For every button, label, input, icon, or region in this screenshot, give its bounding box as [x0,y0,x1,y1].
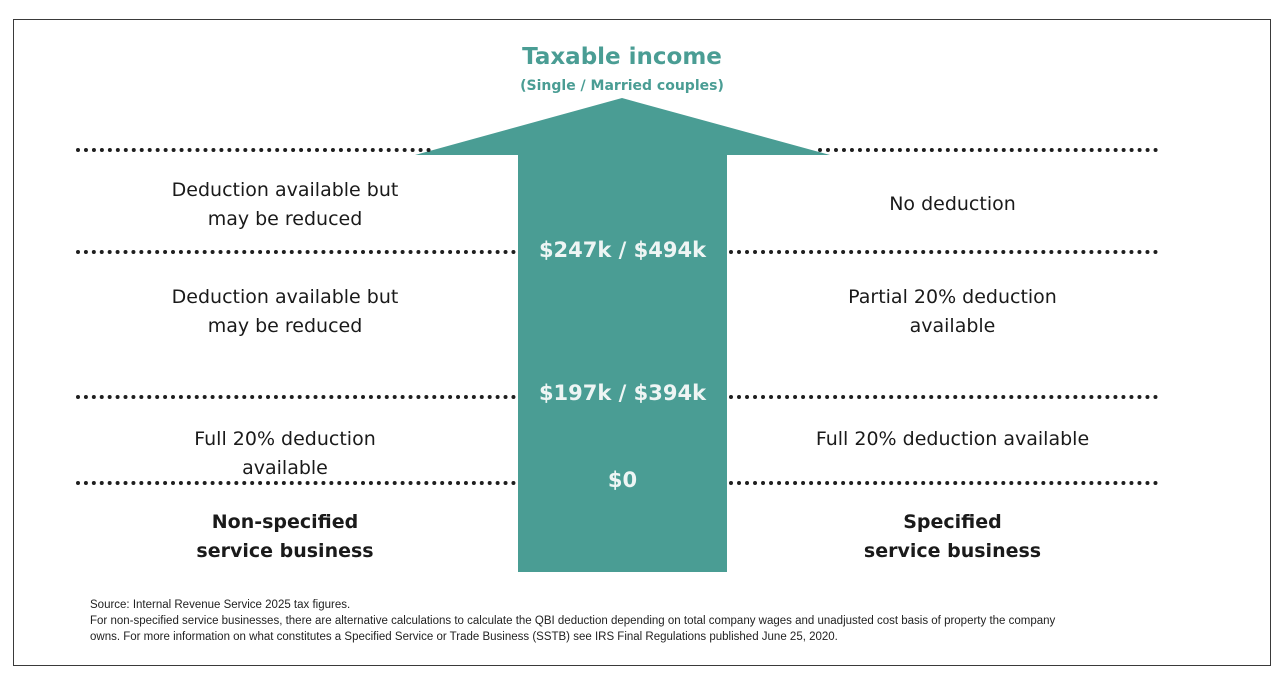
zero-line-left [76,481,516,485]
footnote-note-line2: owns. For more information on what const… [90,631,838,643]
non-specified-tier-mid: Deduction available but may be reduced [130,283,440,341]
specified-heading: Specified service business [780,508,1125,566]
non-specified-heading-line2: service business [196,540,374,562]
income-arrow-shape [415,98,830,572]
specified-tier-low-line1: Full 20% deduction available [815,428,1090,450]
non-specified-tier-mid-line2: may be reduced [207,315,363,337]
threshold-high-label: $247k / $494k [538,238,707,262]
specified-tier-mid-line2: available [909,315,996,337]
footnote-note-line1: For non-specified service businesses, th… [90,615,1056,627]
non-specified-heading: Non-specified service business [130,508,440,566]
specified-tier-mid: Partial 20% deduction available [780,283,1125,341]
threshold-mid-label: $197k / $394k [538,381,707,405]
non-specified-tier-high: Deduction available but may be reduced [130,176,440,234]
lower-threshold-line-right [729,395,1158,399]
footnote-source: Source: Internal Revenue Service 2025 ta… [90,599,351,611]
non-specified-heading-line1: Non-specified [211,511,359,533]
non-specified-tier-mid-line1: Deduction available but [171,286,399,308]
non-specified-tier-low-line2: available [242,457,328,479]
non-specified-tier-high-line2: may be reduced [207,208,363,230]
non-specified-tier-high-line1: Deduction available but [171,179,399,201]
specified-heading-line2: service business [863,540,1042,562]
non-specified-tier-low: Full 20% deduction available [130,425,440,483]
footnote: Source: Internal Revenue Service 2025 ta… [90,597,1170,645]
diagram-title: Taxable income [522,44,722,70]
specified-tier-low: Full 20% deduction available [780,425,1125,454]
threshold-zero-label: $0 [607,468,638,492]
lower-threshold-line-left [76,395,516,399]
top-dotted-line-left [76,148,431,152]
specified-tier-high-line1: No deduction [889,193,1016,215]
specified-heading-line1: Specified [903,511,1002,533]
upper-threshold-line-right [729,250,1158,254]
non-specified-tier-low-line1: Full 20% deduction [194,428,376,450]
diagram-frame [13,19,1271,666]
specified-tier-mid-line1: Partial 20% deduction [848,286,1057,308]
diagram-subtitle: (Single / Married couples) [520,78,724,94]
zero-line-right [729,481,1158,485]
specified-tier-high: No deduction [780,190,1125,219]
upper-threshold-line-left [76,250,516,254]
top-dotted-line-right [818,148,1158,152]
